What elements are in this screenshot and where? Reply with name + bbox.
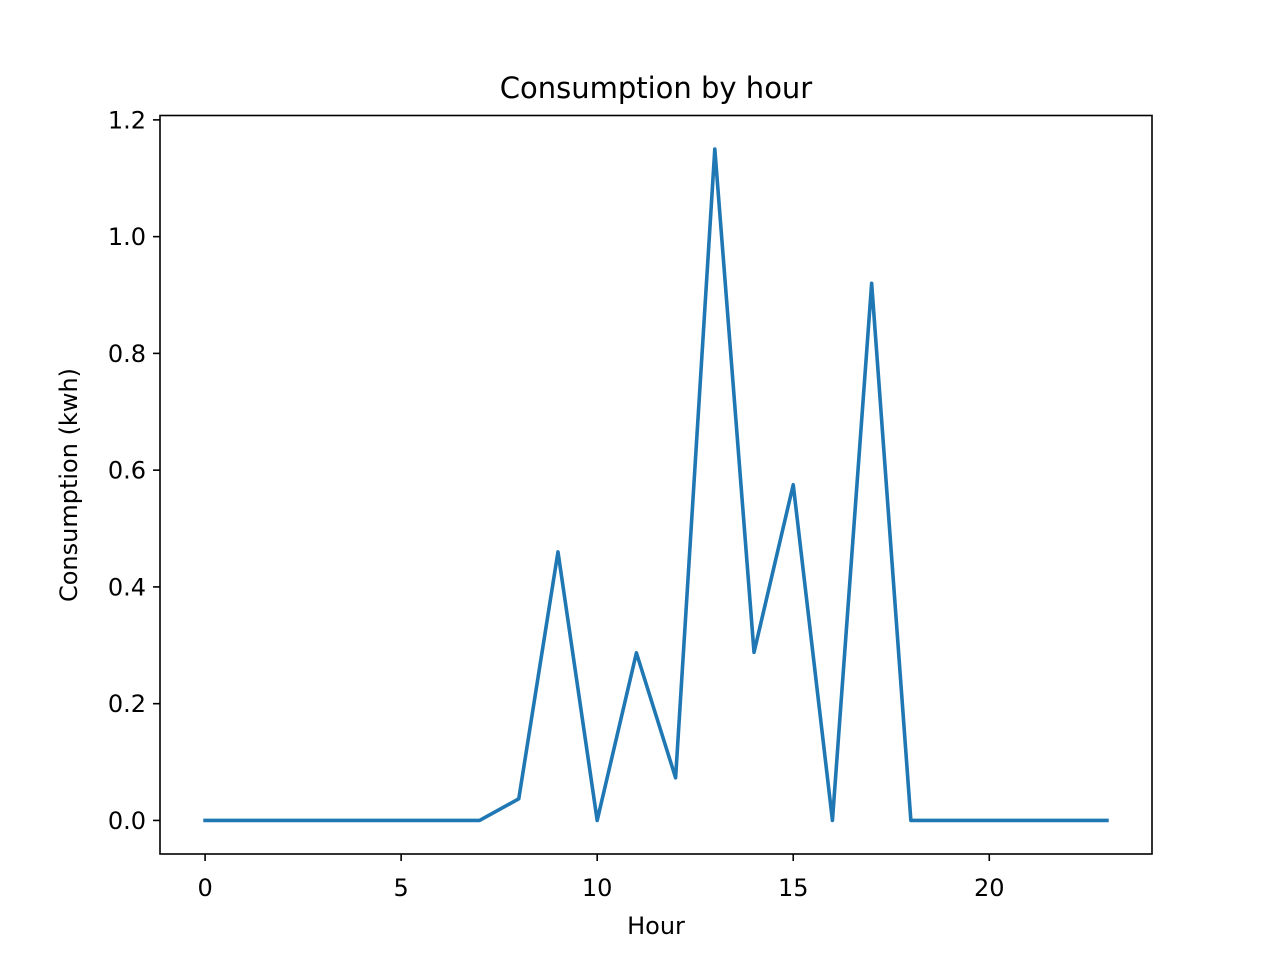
- x-tick-label: 20: [974, 874, 1005, 902]
- chart-title: Consumption by hour: [500, 71, 813, 105]
- x-tick-label: 5: [393, 874, 408, 902]
- y-tick-label: 0.0: [108, 807, 146, 835]
- consumption-series-line: [203, 147, 1109, 823]
- x-tick-label: 0: [197, 874, 212, 902]
- y-tick-label: 0.2: [108, 690, 146, 718]
- x-tick-label: 10: [582, 874, 613, 902]
- plot-area: [159, 114, 1153, 855]
- plot-frame: [159, 114, 1153, 855]
- y-tick-label: 0.4: [108, 573, 146, 601]
- y-axis-ticks: 0.0 0.2 0.4 0.6 0.8 1.0 1.2: [108, 106, 160, 835]
- y-tick-label: 0.8: [108, 340, 146, 368]
- x-tick-label: 15: [778, 874, 809, 902]
- x-axis-ticks: 0 5 10 15 20: [197, 854, 1005, 902]
- series-layer: [203, 147, 1109, 823]
- y-tick-label: 1.2: [108, 106, 146, 134]
- y-tick-label: 1.0: [108, 223, 146, 251]
- y-tick-label: 0.6: [108, 457, 146, 485]
- x-axis-label: Hour: [627, 912, 685, 940]
- y-axis-label: Consumption (kwh): [55, 368, 83, 602]
